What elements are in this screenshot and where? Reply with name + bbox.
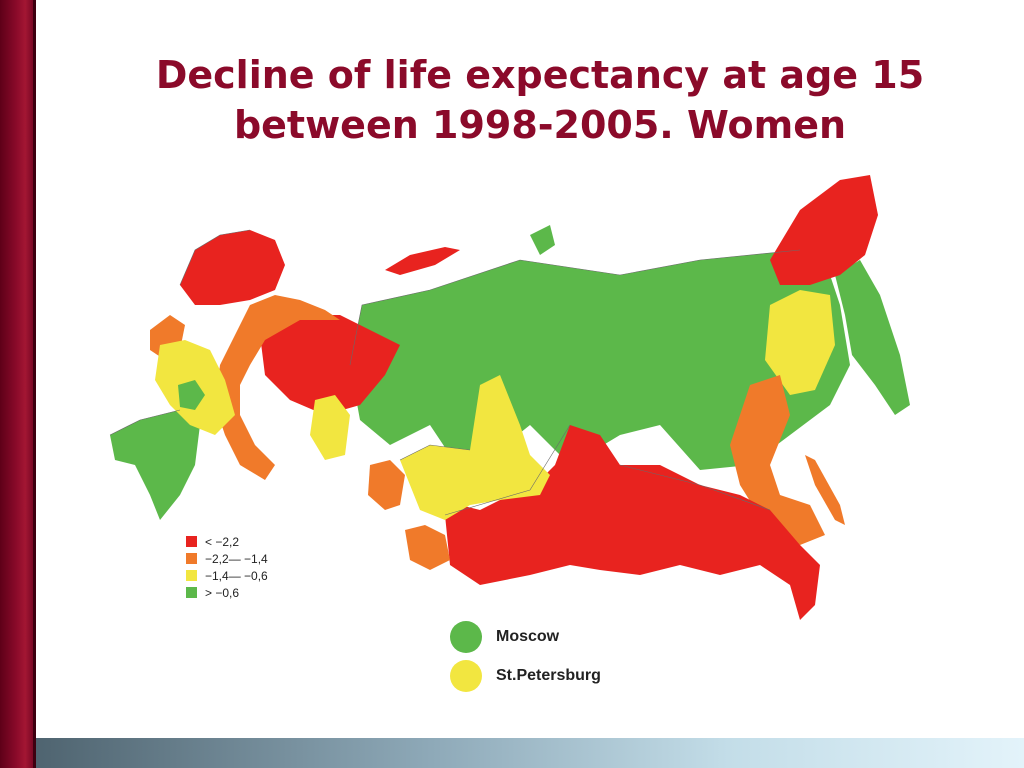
map-region-ural-yellow — [310, 395, 350, 460]
title-line-2: between 1998-2005. Women — [233, 103, 847, 147]
map-region-omsk-orange — [368, 460, 405, 510]
city-label-st-petersburg: St.Petersburg — [496, 667, 601, 684]
legend-label: −2,2— −1,4 — [205, 551, 268, 566]
map-svg — [109, 175, 910, 620]
map-region-chukotka — [770, 175, 878, 285]
legend-item: −1,4— −0,6 — [186, 567, 316, 584]
map-region-northwest-red — [180, 230, 285, 305]
map-region-central-green — [178, 380, 205, 410]
map-region-islands-north — [530, 225, 555, 255]
legend-label: > −0,6 — [205, 585, 240, 600]
title-line-1: Decline of life expectancy at age 15 — [155, 53, 925, 97]
legend-swatch-green — [186, 587, 197, 598]
legend-label: < −2,2 — [205, 534, 240, 549]
legend-swatch-red — [186, 536, 197, 547]
map-region-central-orange — [215, 295, 340, 480]
map-region-north-siberia — [350, 250, 850, 470]
city-dot-moscow — [450, 621, 482, 653]
legend-swatch-orange — [186, 553, 197, 564]
map-region-kamchatka — [835, 260, 910, 415]
map-outline — [109, 229, 801, 516]
slide-side-bar — [0, 0, 36, 768]
map-region-sakhalin — [805, 455, 845, 525]
city-dot-st-petersburg — [450, 660, 482, 692]
russia-regions-map — [100, 165, 920, 635]
legend-item: > −0,6 — [186, 584, 316, 601]
slide-title: Decline of life expectancy at age 15 bet… — [60, 50, 1020, 150]
map-region-novaya-zemlya — [385, 247, 460, 275]
legend-label: −1,4— −0,6 — [205, 568, 268, 583]
map-region-south-west — [110, 410, 200, 520]
map-region-west-siberia-yellow — [400, 375, 550, 520]
city-moscow: Moscow — [450, 621, 559, 653]
legend-swatch-yellow — [186, 570, 197, 581]
map-legend: < −2,2 −2,2— −1,4 −1,4— −0,6 > −0,6 — [186, 533, 316, 601]
slide-bottom-bar — [36, 738, 1024, 768]
map-region-komi — [260, 315, 400, 415]
legend-item: −2,2— −1,4 — [186, 550, 316, 567]
legend-item: < −2,2 — [186, 533, 316, 550]
map-region-altai-orange — [405, 525, 450, 570]
map-region-east-yellow — [765, 290, 835, 395]
city-st-petersburg: St.Petersburg — [450, 660, 601, 692]
city-label-moscow: Moscow — [496, 628, 560, 645]
map-region-south-siberia — [445, 425, 820, 620]
